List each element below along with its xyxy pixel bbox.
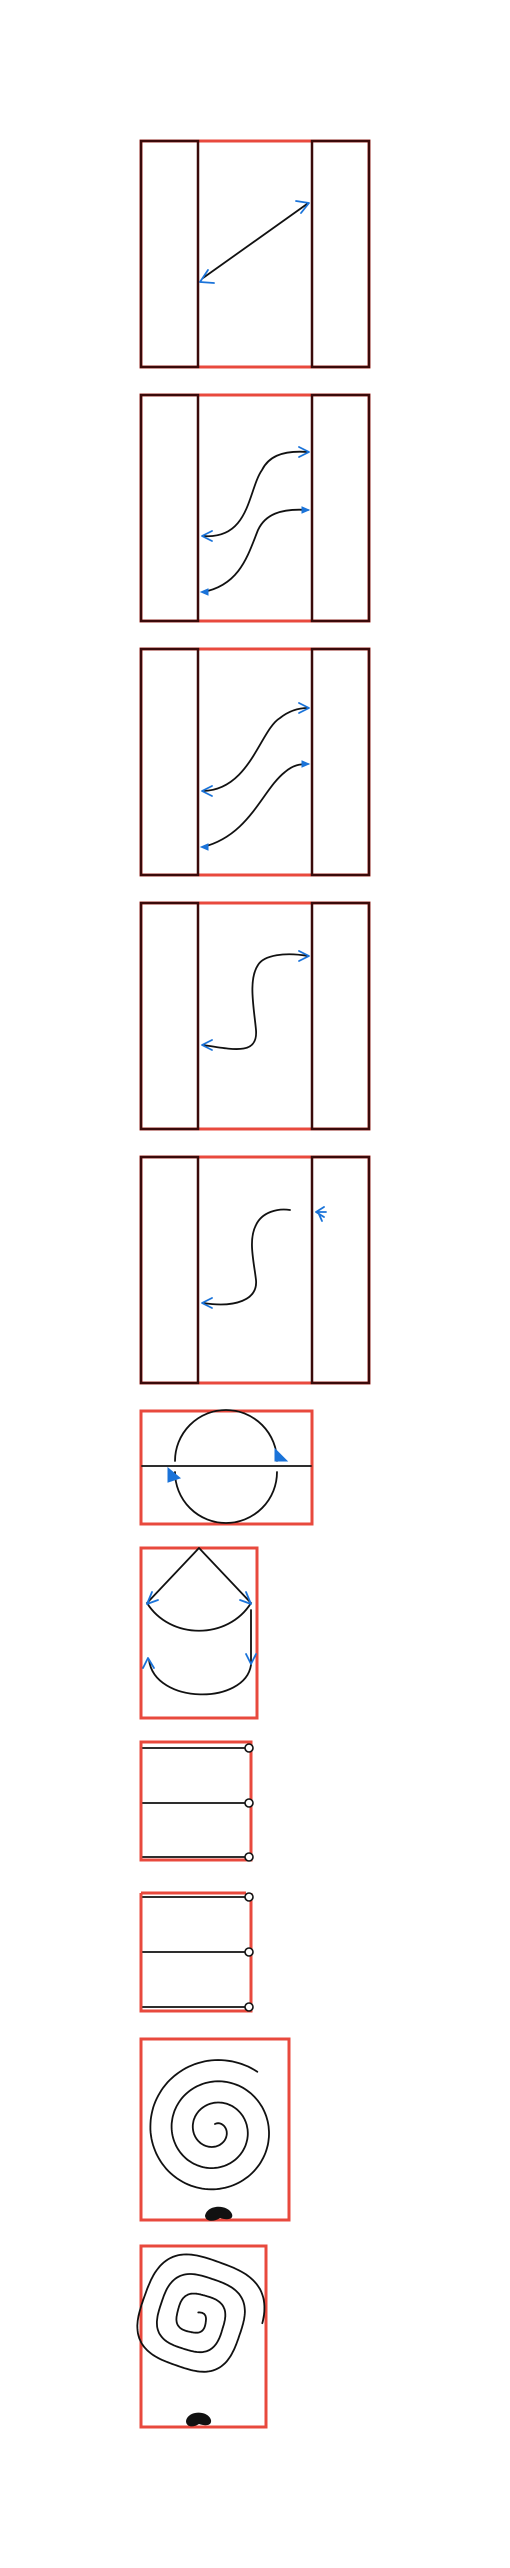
figure-8-three-bars — [139, 1740, 254, 1862]
figure-2-arrowhead-lower-left — [199, 588, 209, 596]
figure-10-spiral — [149, 2059, 270, 2191]
figure-2-right-channel — [310, 393, 371, 623]
figure-4-arrowhead-left — [201, 1039, 213, 1051]
figure-3-arrowhead-upper-left — [201, 785, 213, 797]
figure-3-arrowhead-lower-right — [301, 760, 311, 768]
figure-9-three-bars-open — [139, 1891, 254, 2013]
figure-3-frame — [139, 647, 371, 877]
figure-3-double-diagonal-link — [139, 647, 371, 877]
figure-2-left-channel — [139, 393, 200, 623]
figure-1-link-line — [202, 203, 308, 279]
figure-1-right-channel — [310, 139, 371, 369]
figure-7-heart-loop — [139, 1546, 259, 1720]
figure-9-knob-middle — [244, 1947, 254, 1957]
figure-2-arrowhead-upper-right — [298, 446, 310, 458]
figure-3-left-channel — [139, 647, 200, 877]
figure-7-arrowhead-lower-right — [245, 1653, 257, 1665]
figure-7-arrowhead-lower-left — [142, 1657, 155, 1669]
figure-11-frame — [139, 2244, 268, 2429]
figure-11-blob — [186, 2412, 212, 2427]
figure-2-arrowhead-lower-right — [301, 506, 311, 514]
figure-5-right-channel — [310, 1155, 371, 1385]
figure-10-round-spiral — [139, 2037, 291, 2222]
figure-1-arrowhead-right — [295, 200, 310, 214]
figure-1-straight-link — [139, 139, 371, 369]
figure-1-left-channel — [139, 139, 200, 369]
figure-7-upper-diamond — [145, 1547, 253, 1632]
figure-8-knob-top — [244, 1743, 254, 1753]
figure-10-blob — [205, 2206, 233, 2221]
figure-9-knob-bottom — [244, 2002, 254, 2012]
figure-7-arrowhead-upper-left — [146, 1591, 159, 1605]
figure-10-frame — [139, 2037, 291, 2222]
figure-6-frame — [139, 1409, 314, 1526]
figure-11-square-spiral — [136, 2244, 268, 2429]
figure-4-right-channel — [310, 901, 371, 1131]
figure-4-single-s-link — [139, 901, 371, 1131]
figure-2-double-s-link — [139, 393, 371, 623]
figure-5-curve — [202, 1208, 291, 1306]
figure-8-knob-bottom — [244, 1852, 254, 1862]
figure-5-single-s-link-feathered — [139, 1155, 371, 1385]
figure-2-upper-curve — [202, 450, 309, 537]
figure-7-lower-bowl — [148, 1609, 252, 1696]
figure-6-upper-arc — [174, 1409, 278, 1462]
figure-7-frame — [139, 1546, 259, 1720]
figure-5-arrowhead-left — [201, 1297, 213, 1309]
figure-1-arrowhead-left — [199, 269, 215, 284]
figure-4-arrowhead-right — [298, 950, 310, 962]
figure-3-arrowhead-lower-left — [199, 843, 209, 851]
figure-2-frame — [139, 393, 371, 623]
figure-7-arrowhead-upper-right — [239, 1591, 252, 1605]
figure-3-arrowhead-upper-right — [298, 702, 310, 714]
figure-8-knob-middle — [244, 1798, 254, 1808]
figure-3-lower-curve — [202, 763, 309, 848]
figure-3-right-channel — [310, 647, 371, 877]
figure-6-circle-with-axis — [139, 1409, 314, 1526]
figure-6-arrowhead-left — [167, 1466, 182, 1483]
figure-4-curve — [202, 953, 309, 1050]
figure-3-upper-curve — [202, 707, 309, 792]
figure-4-left-channel — [139, 901, 200, 1131]
figure-11-spiral — [136, 2253, 266, 2373]
figure-1-frame — [139, 139, 371, 369]
figure-2-arrowhead-upper-left — [201, 530, 213, 542]
figure-5-left-channel — [139, 1155, 200, 1385]
figure-5-feathered-end — [315, 1206, 327, 1222]
figure-2-lower-curve — [202, 508, 309, 593]
figure-6-arrowhead-right — [274, 1447, 289, 1462]
figure-6-lower-arc — [174, 1471, 278, 1524]
figure-9-knob-top — [244, 1892, 254, 1902]
figure-8-frame — [139, 1740, 253, 1862]
